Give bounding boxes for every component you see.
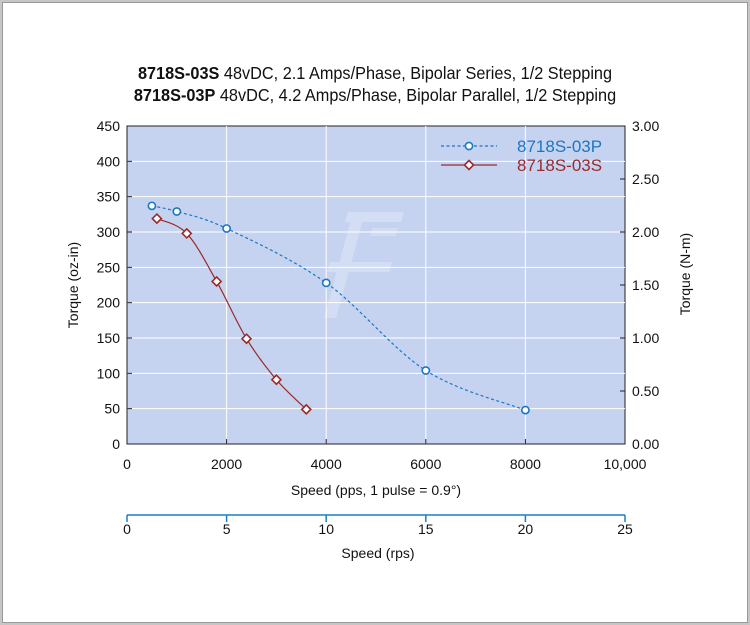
title-line-1: 8718S-03S 48vDC, 2.1 Amps/Phase, Bipolar… [26, 62, 724, 84]
y-axis-ticks: 0 50 100 150 200 250 300 350 400 450 [97, 118, 132, 452]
x-axis-label: Speed (pps, 1 pulse = 0.9°) [291, 482, 461, 498]
rps-tick-label: 25 [617, 521, 633, 537]
rps-axis-label: Speed (rps) [341, 545, 414, 561]
rps-tick-label: 0 [123, 521, 131, 537]
data-point-8718s-03s [240, 333, 253, 345]
x-tick-label: 8000 [510, 456, 541, 472]
plot-area [126, 125, 626, 445]
y-tick-label: 450 [97, 118, 121, 134]
data-point-8718s-03p [521, 405, 530, 415]
x-tick-label: 2000 [211, 456, 242, 472]
y-tick-label: 150 [97, 330, 121, 346]
y-tick-label: 300 [97, 224, 121, 240]
y-axis-label: Torque (oz-in) [65, 242, 81, 328]
data-point-8718s-03s [211, 275, 223, 288]
title-line-1-model: 8718S-03S [137, 63, 220, 83]
y2-tick-label: 1.00 [632, 330, 659, 346]
y2-tick-label: 1.50 [632, 277, 659, 293]
x-tick-label: 10,000 [604, 456, 647, 472]
rps-axis-ticks: 0 5 10 15 20 25 [123, 515, 633, 537]
data-point-8718s-03s [151, 212, 163, 225]
chart-title: 8718S-03S 48vDC, 2.1 Amps/Phase, Bipolar… [26, 62, 724, 106]
title-line-2: 8718S-03P 48vDC, 4.2 Amps/Phase, Bipolar… [26, 84, 724, 106]
rps-tick-label: 20 [518, 521, 534, 537]
series-group [147, 201, 530, 416]
x-tick-label: 6000 [410, 456, 441, 472]
y2-tick-label: 2.50 [632, 171, 659, 187]
data-point-8718s-03p [421, 366, 431, 375]
title-line-1-desc: 48vDC, 2.1 Amps/Phase, Bipolar Series, 1… [223, 63, 613, 83]
legend-label-8718s-03s: 8718S-03S [517, 156, 602, 175]
data-point-8718s-03s [181, 227, 193, 240]
x-axis-ticks: 0 2000 4000 6000 8000 10,000 [123, 439, 647, 472]
rps-tick-label: 5 [223, 521, 231, 537]
y-tick-label: 100 [97, 365, 121, 381]
legend-label-8718s-03p: 8718S-03P [517, 137, 602, 156]
y-tick-label: 200 [97, 295, 121, 311]
y2-axis-label: Torque (N-m) [677, 233, 693, 315]
y2-tick-label: 2.00 [632, 224, 659, 240]
series-line-8718s-03p [151, 205, 526, 411]
data-point-8718s-03p [222, 224, 231, 233]
y-tick-label: 350 [97, 189, 121, 205]
x-tick-label: 0 [123, 456, 131, 472]
rps-tick-label: 15 [418, 521, 434, 537]
data-point-8718s-03p [172, 207, 182, 216]
legend-marker-8718s-03s [463, 159, 475, 171]
data-point-8718s-03s [270, 374, 283, 386]
y-tick-label: 0 [112, 436, 120, 452]
y-tick-label: 250 [97, 259, 121, 275]
y2-axis-ticks: 0.00 0.50 1.00 1.50 2.00 2.50 3.00 [620, 118, 659, 452]
y2-tick-label: 0.00 [632, 436, 659, 452]
data-point-8718s-03s [300, 403, 312, 416]
grid-lines [127, 126, 625, 444]
y2-tick-label: 3.00 [632, 118, 659, 134]
title-line-2-model: 8718S-03P [133, 85, 216, 105]
data-point-8718s-03p [321, 278, 331, 288]
data-point-8718s-03p [147, 201, 157, 211]
y-tick-label: 400 [97, 153, 121, 169]
x-tick-label: 4000 [311, 456, 342, 472]
y2-tick-label: 0.50 [632, 383, 659, 399]
y-tick-label: 50 [104, 401, 120, 417]
legend-marker-8718s-03p [464, 141, 474, 151]
title-line-2-desc: 48vDC, 4.2 Amps/Phase, Bipolar Parallel,… [219, 85, 617, 105]
rps-tick-label: 10 [318, 521, 334, 537]
